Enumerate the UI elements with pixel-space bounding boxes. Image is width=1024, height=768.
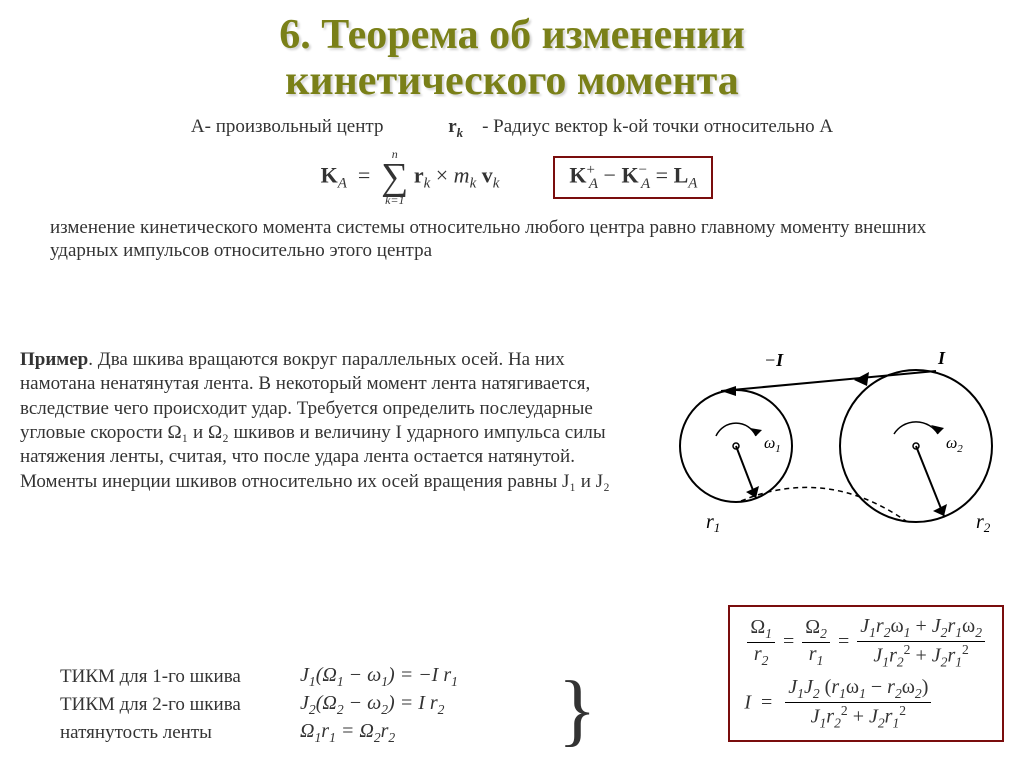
svg-text:ω2: ω2 — [946, 435, 963, 455]
title-line-1: 6. Теорема об изменении — [279, 12, 745, 58]
rk-sub: k — [457, 125, 463, 140]
rk-symbol: r — [448, 116, 456, 137]
svg-text:ω1: ω1 — [764, 435, 781, 455]
eq1: J1(Ω1 − ω1) = −I r1 — [300, 664, 458, 690]
svg-text:r2: r2 — [976, 511, 991, 535]
svg-text:r1: r1 — [706, 511, 720, 535]
theorem-statement: изменение кинетического момента системы … — [0, 214, 1024, 266]
equation-list: ТИКМ для 1-го шкива J1(Ω1 − ω1) = −I r1 … — [60, 662, 458, 748]
k-sub: A — [338, 176, 347, 192]
result-box: Ω1r2 = Ω2r1 = J1r2ω1 + J2r1ω2J1r22 + J2r… — [728, 605, 1004, 742]
def-a: А- произвольный центр — [191, 116, 384, 138]
eq3-label: натянутость ленты — [60, 722, 300, 744]
definitions-row: А- произвольный центр rk - Радиус вектор… — [0, 112, 1024, 143]
eq2-label: ТИКМ для 2-го шкива — [60, 694, 300, 716]
slide-title: 6. Теорема об изменении кинетического мо… — [0, 0, 1024, 112]
boxed-theorem: K+A − K−A = LA — [553, 156, 713, 199]
sum-formula: KA = n ∑ k=1 rk × mk vk — [321, 147, 500, 207]
example-label: Пример — [20, 349, 88, 370]
svg-text:−I: −I — [764, 350, 784, 370]
sigma: n ∑ k=1 — [381, 147, 408, 207]
example-body: . Два шкива вращаются вокруг параллельны… — [20, 349, 610, 492]
formula-row: KA = n ∑ k=1 rk × mk vk K+A − K−A = LA — [0, 143, 1024, 213]
example-block: Пример. Два шкива вращаются вокруг парал… — [20, 348, 640, 494]
sigma-bot: k=1 — [381, 193, 408, 208]
k-sym: K — [321, 162, 338, 187]
svg-text:I: I — [937, 348, 946, 368]
eq2: J2(Ω2 − ω2) = I r2 — [300, 692, 444, 718]
brace-icon: } — [558, 674, 596, 746]
pulleys-diagram: −I I ω1 r1 ω2 r2 — [646, 336, 1006, 536]
title-line-2: кинетического момента — [285, 58, 739, 104]
eq1-label: ТИКМ для 1-го шкива — [60, 666, 300, 688]
eq3: Ω1r1 = Ω2r2 — [300, 720, 395, 746]
def-rk-text: - Радиус вектор k-ой точки относительно … — [482, 116, 833, 137]
